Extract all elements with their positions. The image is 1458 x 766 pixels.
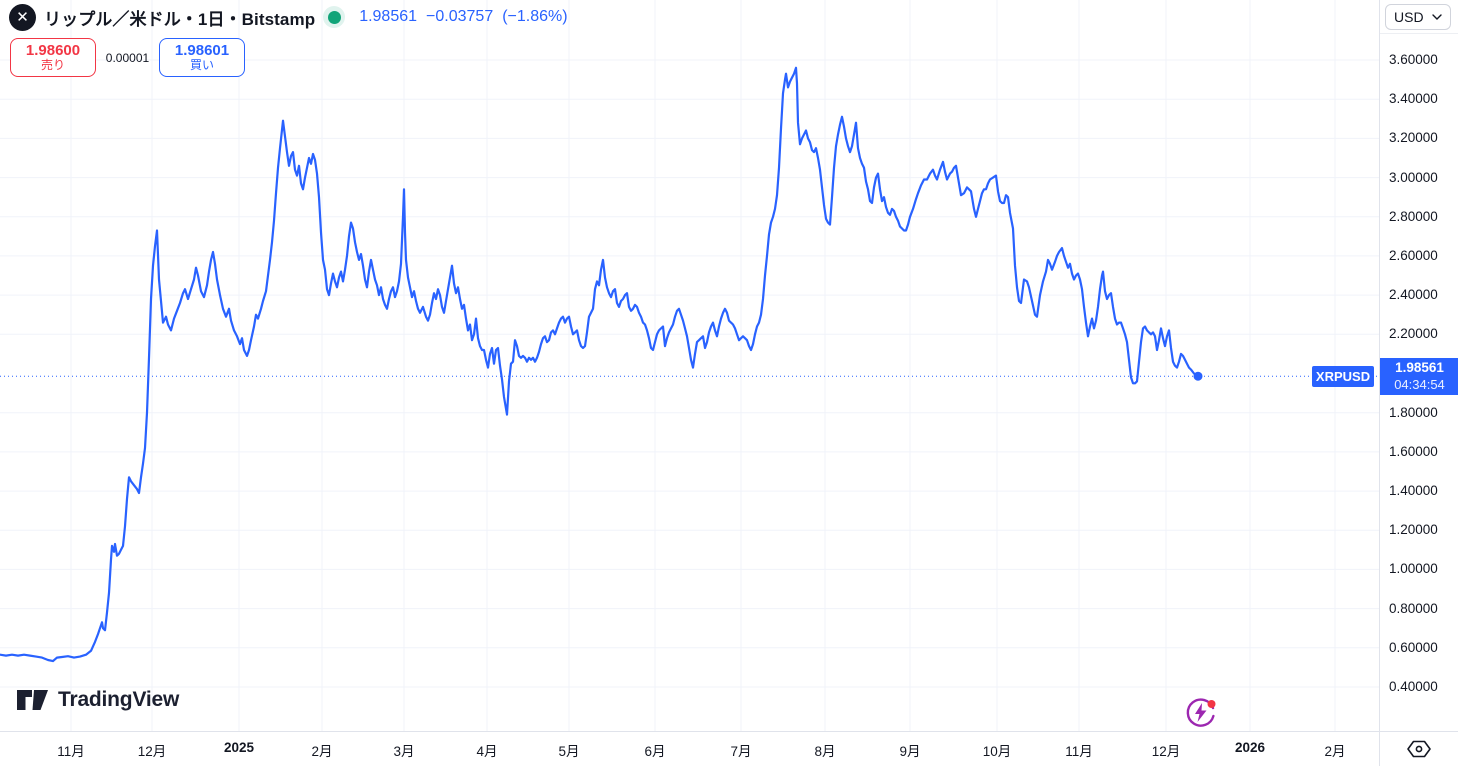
time-axis-label: 2月 [1324,744,1346,759]
time-axis-label: 2026 [1234,740,1266,755]
time-axis-label: 2月 [311,744,333,759]
time-axis-label: 11月 [57,744,85,759]
spread-value: 0.00001 [105,50,150,65]
market-status-dot-icon[interactable] [323,6,346,28]
pair-tag: XRPUSD [1312,365,1374,387]
price-axis-label: 2.80000 [1389,208,1438,224]
tradingview-logo-text: TradingView [58,688,180,711]
currency-area: USD [1380,0,1458,34]
price-axis-label: 2.60000 [1389,247,1438,263]
symbol-legend: ✕ リップル／米ドル・1日・Bitstamp 1.98561 −0.03757 … [9,3,568,31]
price-axis-label: 3.20000 [1389,130,1438,146]
time-axis-label: 12月 [137,744,167,759]
price-chart[interactable] [0,0,1379,731]
symbol-title[interactable]: リップル／米ドル・1日・Bitstamp [44,9,316,29]
order-panel: 1.98600 売り 0.00001 1.98601 買い [10,38,245,77]
time-axis-label: 3月 [393,744,415,759]
buy-label: 買い [189,58,214,73]
time-axis-label: 2025 [223,740,255,755]
price-axis-label: 3.00000 [1389,169,1438,185]
current-price-value: 1.98561 [1395,360,1444,376]
price-axis-label: 1.40000 [1389,483,1438,499]
time-axis-label: 5月 [558,744,580,759]
tradingview-logo[interactable]: TradingView [16,688,179,712]
buy-price: 1.98601 [174,41,230,59]
price-axis[interactable]: USD 3.60000 3.40000 3.20000 3.00000 2.80000 2… [1379,0,1458,731]
time-axis-label: 12月 [1151,744,1181,759]
axis-corner [1379,731,1458,766]
time-axis-label: 10月 [982,744,1012,759]
sell-price: 1.98600 [25,41,81,59]
quote-values: 1.98561 −0.03757 (−1.86%) [359,8,567,26]
price-axis-label: 1.80000 [1389,404,1438,420]
chevron-down-icon [1432,14,1442,20]
time-axis-label: 8月 [814,744,836,759]
price-axis-label: 3.60000 [1389,52,1438,67]
time-axis-label: 6月 [644,744,666,759]
time-axis-label: 7月 [730,744,752,759]
flash-icon[interactable] [1184,696,1217,729]
price-axis-label: 1.00000 [1389,561,1438,577]
price-axis-label: 3.40000 [1389,91,1438,107]
buy-button[interactable]: 1.98601 買い [159,38,245,77]
price-axis-label: 1.60000 [1389,443,1438,459]
time-axis-label: 11月 [1065,744,1093,759]
time-axis-label: 9月 [899,744,921,759]
time-axis-label: 4月 [476,744,498,759]
price-axis-label: 0.80000 [1389,600,1438,616]
currency-selector-value: USD [1394,9,1424,25]
change-percent-value: (−1.86%) [502,8,568,25]
bar-countdown: 04:34:54 [1394,377,1445,393]
price-axis-label: 0.60000 [1389,639,1438,655]
xrp-logo-icon[interactable]: ✕ [9,3,36,31]
tradingview-logo-icon [17,690,48,710]
time-axis[interactable]: 11月 12月 2025 2月 3月 4月 5月 6月 7月 8月 9月 10月 11月 12月 2026 2… [0,731,1379,766]
last-price-value: 1.98561 [359,8,418,25]
sell-button[interactable]: 1.98600 売り [10,38,96,77]
chart-pane[interactable]: ✕ リップル／米ドル・1日・Bitstamp 1.98561 −0.03757 … [0,0,1379,731]
gridlines [0,0,1379,731]
hexagon-settings-icon[interactable] [1406,738,1432,760]
price-axis-label: 1.20000 [1389,522,1438,538]
sell-label: 売り [40,58,65,73]
price-axis-label: 2.20000 [1389,326,1438,342]
currency-selector[interactable]: USD [1385,4,1451,30]
price-line-series [0,66,1203,663]
price-axis-label: 0.40000 [1389,679,1438,694]
change-value: −0.03757 [426,8,494,25]
price-axis-label: 2.40000 [1389,287,1438,303]
current-price-box: 1.98561 04:34:54 [1380,358,1458,396]
